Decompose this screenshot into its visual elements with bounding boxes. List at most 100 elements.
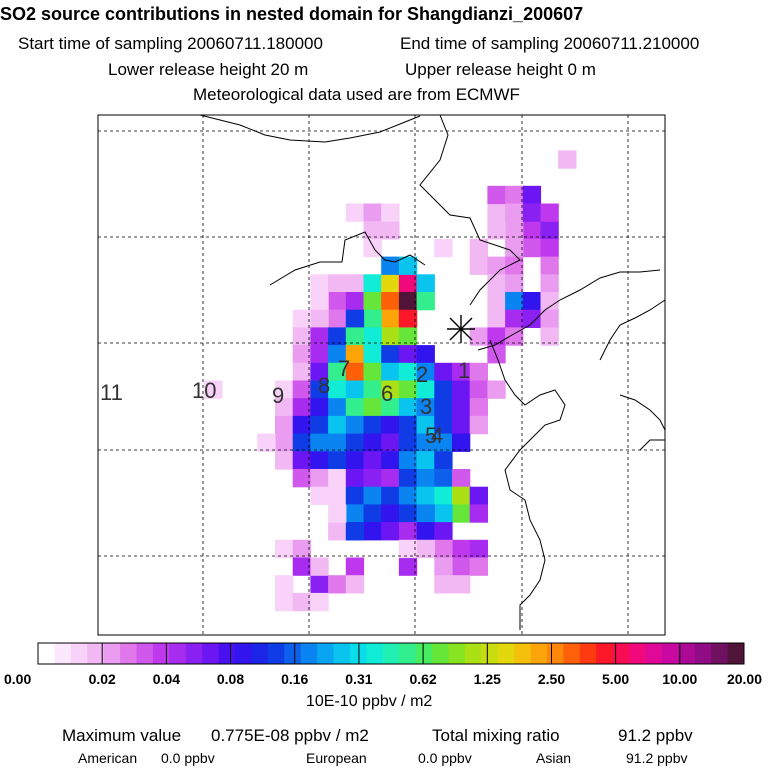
heatmap-cell [381, 327, 400, 346]
heatmap-cell [292, 398, 311, 417]
heatmap-cell [505, 292, 524, 311]
colorbar-swatch [152, 643, 170, 664]
coastline-north [199, 114, 521, 306]
heatmap-cell [487, 203, 506, 222]
heatmap-cell [310, 398, 329, 417]
heatmap-cell [328, 292, 347, 311]
heatmap-cell [416, 415, 435, 435]
heatmap-cell [540, 256, 559, 275]
heatmap-cell [292, 539, 311, 559]
colorbar-swatch [87, 643, 105, 664]
heatmap-cell [328, 362, 347, 382]
colorbar-tick-label: 10.00 [662, 671, 697, 687]
trajectory-labels: 1 2 3 45 6 78 9 10 11 [100, 356, 470, 448]
trajectory-label: 10 [192, 378, 216, 403]
colorbar-tick-labels: 0.00 0.02 0.04 0.08 0.16 0.31 0.62 1.25 2.50 5.00… [4, 643, 762, 687]
colorbar-swatch [399, 643, 417, 664]
heatmap-cell [416, 362, 435, 382]
heatmap-cell [416, 539, 435, 559]
heatmap-cell [363, 362, 382, 382]
colorbar-swatch [136, 643, 154, 664]
trajectory-label: 2 [416, 362, 428, 387]
heatmap-cell [452, 539, 471, 559]
heatmap-cell [452, 398, 471, 417]
trajectory-label: 4 [431, 423, 443, 448]
trajectory-label: 3 [420, 394, 432, 419]
heatmap-cell [398, 539, 418, 559]
colorbar-frame [37, 642, 745, 665]
colorbar-swatch [333, 643, 351, 664]
heatmap-cell [452, 486, 471, 505]
heatmap-cell [452, 575, 471, 594]
heatmap-cell [363, 327, 382, 346]
heatmap-cell [381, 469, 400, 488]
heatmap-cell [328, 274, 347, 293]
total-mixing-value: 91.2 ppbv [618, 726, 693, 745]
heatmap-cell [381, 256, 400, 275]
colorbar-swatch [218, 643, 236, 664]
heatmap-cell [434, 469, 453, 488]
colorbar-swatch [694, 643, 712, 664]
heatmap-cell [363, 398, 382, 417]
heatmap-cell [398, 327, 418, 346]
heatmap-cell [416, 380, 435, 399]
heatmap-cell [292, 433, 311, 452]
heatmap-cell [328, 433, 347, 452]
heatmap-cell [452, 469, 471, 488]
heatmap-cell [398, 486, 418, 505]
heatmap-cell [310, 380, 329, 399]
heatmap-cell [434, 238, 453, 258]
colorbar-swatch [70, 643, 88, 664]
heatmap-cell [434, 539, 453, 559]
heatmap-cell [345, 433, 365, 452]
heatmap-cell [398, 398, 418, 417]
heatmap-cell [292, 592, 311, 612]
colorbar-swatch [546, 643, 564, 664]
colorbar-tick-label: 0.00 [4, 671, 31, 687]
heatmap-cell [469, 539, 488, 559]
heatmap-cell [381, 486, 400, 505]
end-time-label: End time of sampling 20060711.210000 [400, 34, 700, 53]
start-time-label: Start time of sampling 20060711.180000 [18, 34, 323, 53]
heatmap-cell [328, 345, 347, 364]
heatmap-cell [469, 557, 488, 576]
colorbar-tick-label: 0.02 [89, 671, 116, 687]
heatmap-cell [310, 274, 329, 293]
colorbar-tick-label: 5.00 [602, 671, 629, 687]
colorbar-swatch [415, 643, 433, 664]
colorbar-swatch [579, 643, 597, 664]
heatmap-cell [381, 398, 400, 417]
heatmap-cell [275, 380, 294, 399]
heatmap-cell [363, 345, 382, 364]
heatmap-cell [345, 362, 365, 382]
coastline-west [269, 231, 426, 286]
colorbar-swatch [202, 643, 220, 664]
heatmap-cell [292, 415, 311, 435]
heatmap-cell [505, 327, 524, 346]
colorbar-tick-label: 0.31 [345, 671, 372, 687]
heatmap-cell [345, 575, 365, 594]
heatmap-cell [345, 398, 365, 417]
colorbar-swatch [267, 643, 285, 664]
trajectory-label: 11 [100, 380, 123, 405]
heatmap-cell [522, 203, 542, 222]
heatmap-cell [469, 362, 488, 382]
colorbar-swatch [38, 643, 55, 664]
heatmap-cell [505, 256, 524, 275]
american-value: 0.0 ppbv [161, 750, 215, 766]
heatmap-cell [540, 238, 559, 258]
heatmap-cell [328, 380, 347, 399]
colorbar-swatch [251, 643, 269, 664]
heatmap-cell [345, 469, 365, 488]
coastline-bohai [477, 269, 666, 630]
heatmap-cell [328, 309, 347, 328]
heatmap-cell [292, 557, 311, 576]
heatmap-cell [275, 451, 294, 470]
heatmap-cell [310, 345, 329, 364]
heatmap-cell [522, 292, 542, 311]
heatmap-cells [204, 150, 577, 612]
colorbar-swatch [481, 643, 499, 664]
heatmap-cell [469, 327, 488, 346]
heatmap-cell [381, 203, 400, 222]
heatmap-cell [398, 469, 418, 488]
